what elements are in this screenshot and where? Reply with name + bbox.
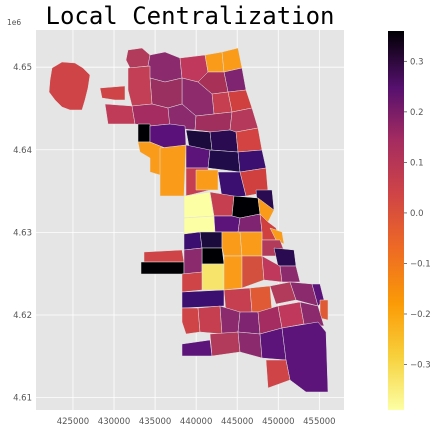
area-south-deering [277, 301, 305, 329]
area-beverly [197, 305, 223, 335]
area-clearing [140, 261, 185, 275]
area-dunning [127, 65, 153, 107]
area-east-garfield [195, 169, 219, 191]
y-tick-label: 4.63 [13, 228, 32, 238]
x-tick-label: 455000 [303, 417, 335, 427]
area-west-elsdon [183, 247, 203, 275]
area-mckinley-park [183, 215, 216, 235]
area-gage-park [201, 263, 225, 291]
area-ohare-connector [99, 85, 126, 101]
area-austin-north [137, 123, 151, 143]
colorbar-tick-label: 0.1 [410, 158, 424, 168]
chart-title: Local Centralization [45, 2, 335, 30]
y-axis-offset-label: 1e6 [7, 18, 21, 27]
y-tick-label: 4.64 [13, 146, 32, 156]
area-west-lawn [181, 271, 203, 293]
x-tick-label: 450000 [262, 417, 294, 427]
area-roseland [237, 311, 261, 335]
x-tick-label: 435000 [139, 417, 171, 427]
area-morgan-park [209, 331, 241, 357]
colorbar-ticks: 0.3 0.2 0.1 0.0 −0.1 −0.2 −0.3 [404, 57, 431, 371]
x-axis-ticks: 425000 430000 435000 440000 445000 450000 4550… [57, 417, 336, 427]
y-axis-ticks: 4.61 4.62 4.63 4.64 4.65 [13, 63, 32, 403]
area-chatham [249, 285, 273, 313]
area-bridgeport [213, 215, 241, 233]
y-tick-label: 4.65 [13, 63, 32, 73]
x-tick-label: 425000 [57, 417, 89, 427]
area-archer-heights [183, 231, 203, 251]
area-garfield-ridge [143, 249, 185, 263]
x-tick-label: 445000 [221, 417, 253, 427]
area-kenwood [269, 227, 285, 245]
colorbar-tick-label: 0.3 [410, 57, 424, 67]
area-hegewisch-north [299, 301, 325, 327]
area-south-lawndale [209, 191, 235, 217]
area-belmont-cragin [131, 103, 171, 127]
area-south-shore [279, 265, 301, 283]
area-norwood-park [147, 51, 183, 83]
y-tick-label: 4.61 [13, 394, 32, 404]
colorbar-tick-label: −0.1 [410, 259, 431, 269]
area-austin-south [159, 144, 187, 197]
area-montclare [104, 103, 136, 125]
area-far-south [265, 359, 291, 389]
colorbar [388, 31, 404, 410]
area-ohare [48, 61, 91, 111]
area-riverdale [259, 327, 287, 361]
area-north-park [204, 51, 225, 73]
area-ashburn [181, 307, 201, 335]
area-fuller-park [221, 231, 243, 257]
y-tick-label: 4.62 [13, 311, 32, 321]
x-tick-label: 440000 [180, 417, 212, 427]
area-new-city [201, 247, 225, 265]
area-grand-boulevard [239, 231, 263, 257]
x-tick-label: 430000 [98, 417, 130, 427]
colorbar-tick-label: −0.2 [410, 310, 431, 320]
area-north-lawndale [183, 191, 215, 219]
area-jefferson-park [149, 77, 183, 109]
area-lincoln-park [235, 127, 263, 153]
area-west-town [207, 149, 241, 173]
area-avondale [209, 129, 239, 153]
area-woodlawn [273, 247, 297, 267]
colorbar-tick-label: 0.0 [410, 209, 424, 219]
area-west-englewood [223, 255, 243, 291]
colorbar-tick-label: 0.2 [410, 108, 424, 118]
choropleth-map [48, 47, 329, 393]
area-chicago-lawn [181, 289, 225, 309]
colorbar-tick-label: −0.3 [410, 361, 431, 371]
area-brighton-park [199, 231, 223, 249]
